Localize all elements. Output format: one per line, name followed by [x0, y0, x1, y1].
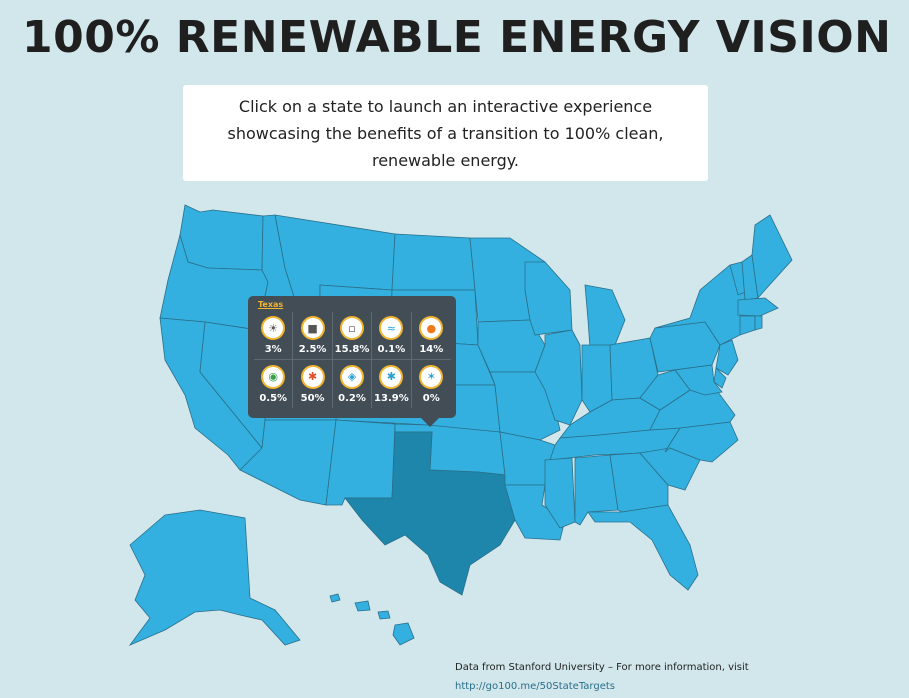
- state-fl[interactable]: [587, 504, 699, 591]
- hydro-icon: ◈: [339, 364, 364, 389]
- state-hi[interactable]: [329, 593, 415, 646]
- energy-item: ● 14%: [411, 312, 451, 360]
- state-sc[interactable]: [639, 447, 701, 491]
- wave-icon: ≈: [379, 316, 404, 340]
- tooltip-state-name: Texas: [258, 300, 284, 309]
- energy-item: ✱ 50%: [293, 360, 333, 408]
- state-mi[interactable]: [584, 284, 626, 349]
- state-nm[interactable]: [325, 419, 396, 506]
- solar-plant-icon: ▫: [339, 316, 364, 340]
- energy-mix-grid: ☀ 3% ■ 2.5% ▫ 15.8% ≈0.1% ● 14% ◉ 0.5% ✱ 50% ◈…: [254, 312, 451, 408]
- intro-text: Click on a state to launch an interactiv…: [227, 96, 664, 170]
- state-nj[interactable]: [715, 339, 739, 376]
- state-md[interactable]: [674, 364, 723, 396]
- state-ct[interactable]: [739, 315, 756, 336]
- state-in[interactable]: [581, 344, 613, 413]
- state-ri[interactable]: [754, 315, 763, 331]
- state-tx[interactable]: [344, 431, 516, 596]
- energy-item: ▫ 15.8%: [332, 312, 373, 360]
- page-title: 100% RENEWABLE ENERGY VISION: [22, 12, 892, 63]
- intro-box: Click on a state to launch an interactiv…: [183, 85, 708, 181]
- energy-item: ◈ 0.2%: [333, 360, 373, 408]
- commercial-solar-icon: ■: [300, 316, 325, 340]
- energy-item: ☀ 3%: [254, 312, 294, 360]
- state-de[interactable]: [713, 367, 727, 389]
- offshore-wind-icon: ✱: [379, 364, 404, 389]
- energy-item: ✶ 0%: [412, 360, 451, 408]
- state-ak[interactable]: [128, 509, 301, 646]
- residential-solar-icon: ☀: [261, 316, 286, 340]
- state-ms[interactable]: [544, 457, 576, 529]
- state-il[interactable]: [534, 329, 583, 426]
- credit-link[interactable]: http://go100.me/50StateTargets: [455, 681, 615, 692]
- state-wi[interactable]: [524, 261, 573, 336]
- state-wa[interactable]: [179, 204, 264, 271]
- energy-item: ◉ 0.5%: [254, 360, 294, 408]
- state-ma[interactable]: [737, 297, 779, 317]
- state-me[interactable]: [751, 214, 793, 299]
- energy-item: ■ 2.5%: [293, 312, 333, 360]
- state-nd[interactable]: [391, 233, 476, 291]
- state-tooltip: Texas ☀ 3% ■ 2.5% ▫ 15.8% ≈0.1% ● 14% ◉ 0.5% …: [248, 296, 456, 427]
- geothermal-icon: ◉: [261, 364, 286, 389]
- credit-text: Data from Stanford University – For more…: [455, 662, 749, 673]
- csp-solar-icon: ●: [419, 316, 444, 340]
- energy-item: ≈0.1%: [372, 312, 412, 360]
- energy-item: ✱ 13.9%: [372, 360, 412, 408]
- state-la[interactable]: [504, 484, 566, 541]
- onshore-wind-icon: ✱: [300, 364, 325, 389]
- tidal-icon: ✶: [419, 364, 444, 389]
- data-credit: Data from Stanford University – For more…: [455, 658, 749, 696]
